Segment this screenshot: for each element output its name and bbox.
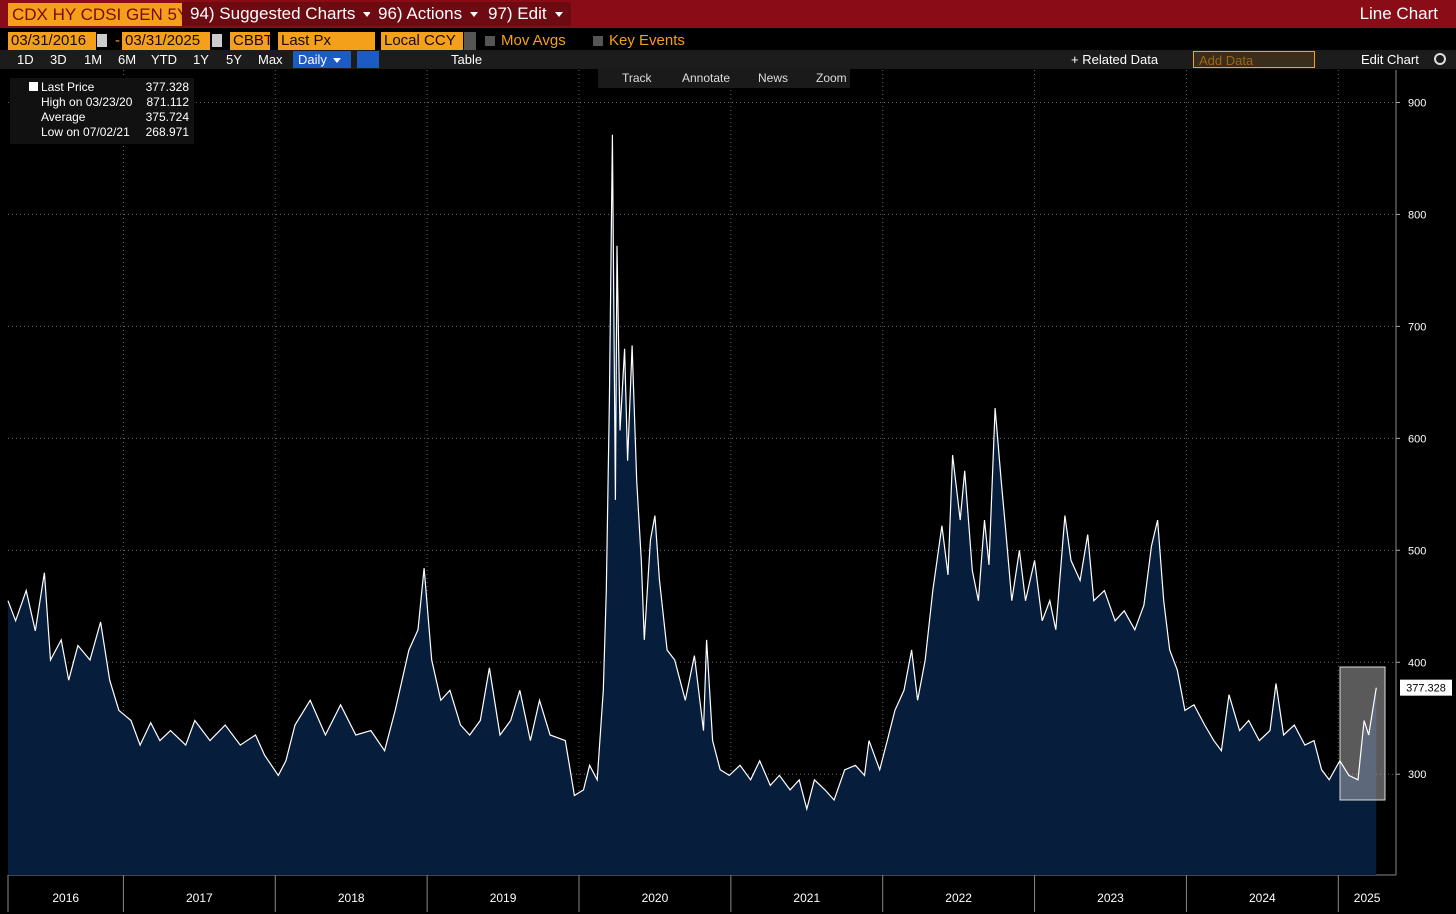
last-price-label: 377.328 — [1406, 683, 1446, 695]
y-tick-label: 700 — [1408, 321, 1426, 333]
tool[interactable]: Annotate — [682, 71, 731, 85]
line — [7, 134, 1377, 812]
period-button[interactable]: 3D — [50, 52, 67, 67]
menu[interactable]: 94) Suggested Charts — [182, 2, 380, 26]
calendar-icon[interactable] — [97, 34, 107, 47]
x-tick-label: 2017 — [186, 891, 213, 905]
settings-icon[interactable] — [1434, 53, 1446, 65]
chart-tools — [598, 69, 850, 88]
y-tick-label: 300 — [1408, 769, 1426, 781]
chart-kind: Line Chart — [1359, 4, 1438, 23]
checkbox[interactable] — [485, 36, 495, 46]
calendar-icon[interactable] — [212, 34, 222, 47]
x-tick-label: 2016 — [52, 891, 79, 905]
tool[interactable]: News — [758, 71, 789, 85]
x-tick-label: 2022 — [945, 891, 972, 905]
legend-value: 375.724 — [145, 110, 189, 124]
legend-label: Average — [41, 110, 86, 124]
x-tick-label: 2025 — [1354, 891, 1381, 905]
currency-selector[interactable]: Local CCY — [381, 32, 463, 50]
x-tick-label: 2020 — [642, 891, 669, 905]
table-button[interactable]: Table — [451, 52, 483, 67]
period-button[interactable]: 5Y — [226, 52, 242, 67]
dropdown[interactable] — [464, 32, 476, 50]
period-button[interactable]: YTD — [151, 52, 177, 67]
legend-label: High on 03/23/20 — [41, 95, 133, 109]
option-label: Key Events — [609, 32, 685, 49]
menu[interactable]: 97) Edit — [480, 2, 571, 26]
line-icon[interactable] — [357, 51, 379, 68]
period-button[interactable]: Max — [258, 52, 283, 67]
checkbox[interactable] — [593, 36, 603, 46]
y-tick-label: 900 — [1408, 97, 1426, 109]
security-field[interactable]: CDX HY CDSI GEN 5Y — [8, 3, 193, 26]
period-button[interactable]: 1D — [17, 52, 34, 67]
y-tick-label: 400 — [1408, 657, 1426, 669]
end-date[interactable]: 03/31/2025 — [122, 32, 210, 50]
frequency[interactable]: Daily — [293, 51, 351, 68]
legend-label: Last Price — [41, 80, 95, 94]
y-tick-label: 600 — [1408, 433, 1426, 445]
y-tick-label: 500 — [1408, 545, 1426, 557]
field-selector[interactable]: Last Px — [278, 32, 375, 50]
y-tick-label: 800 — [1408, 209, 1426, 221]
period-button[interactable]: 6M — [118, 52, 137, 67]
option-label: Mov Avgs — [501, 32, 566, 49]
period-button[interactable]: 1Y — [193, 52, 209, 67]
legend-value: 268.971 — [145, 125, 189, 139]
menu-label: 96) Actions — [378, 4, 463, 23]
add-data[interactable]: Add Data — [1193, 51, 1315, 68]
legend-value: 377.328 — [145, 80, 189, 94]
x-tick-label: 2021 — [793, 891, 820, 905]
area — [8, 134, 1377, 876]
tool[interactable]: Zoom — [816, 71, 847, 85]
legend-value: 871.112 — [146, 95, 190, 109]
frequency-label: Daily — [298, 52, 327, 67]
tool[interactable]: Track — [622, 71, 652, 85]
menu-label: 97) Edit — [488, 4, 547, 23]
last-price-tag — [1400, 679, 1452, 696]
source-field[interactable]: CBBT — [230, 32, 273, 50]
legend-swatch — [29, 82, 38, 91]
edit-chart[interactable]: Edit Chart — [1361, 52, 1419, 67]
x-tick-label: 2019 — [490, 891, 517, 905]
x-tick-label: 2018 — [338, 891, 365, 905]
menu[interactable]: 96) Actions — [370, 2, 487, 26]
period-button[interactable]: 1M — [84, 52, 103, 67]
menu-label: 94) Suggested Charts — [190, 4, 356, 23]
x-tick-label: 2024 — [1249, 891, 1276, 905]
date-separator: - — [115, 32, 120, 49]
legend-label: Low on 07/02/21 — [41, 125, 130, 139]
legend — [10, 78, 194, 144]
x-tick-label: 2023 — [1097, 891, 1124, 905]
related-data[interactable]: + Related Data — [1071, 52, 1159, 67]
start-date[interactable]: 03/31/2016 — [8, 32, 96, 50]
